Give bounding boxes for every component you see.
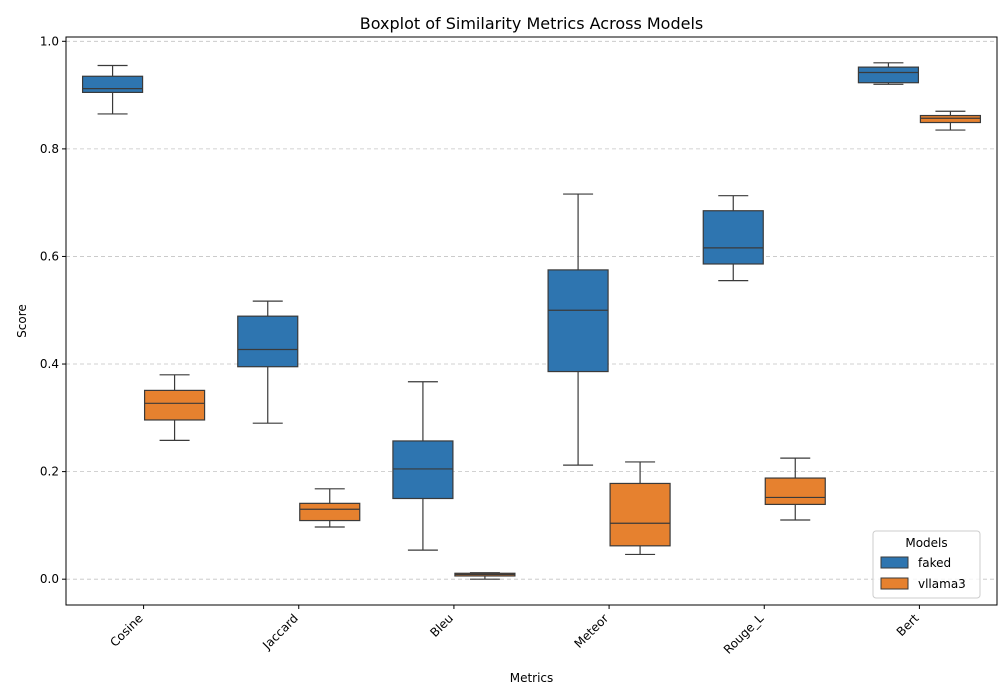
y-axis-ticks: 0.0 0.2 0.4 0.6 0.8 1.0: [40, 34, 66, 586]
x-tick-label: Jaccard: [259, 611, 301, 653]
legend-swatch-vllama3: [880, 577, 909, 590]
x-tick-label: Cosine: [107, 611, 145, 649]
box-vllama3-rouge_l: [764, 457, 826, 521]
box-faked-meteor: [547, 193, 609, 466]
box-body: [299, 502, 361, 522]
y-tick-label: 1.0: [40, 34, 59, 48]
plot-area-frame: [65, 36, 998, 606]
box-faked-bleu: [392, 381, 454, 551]
box-body: [919, 114, 982, 124]
box-body: [237, 315, 299, 368]
box-faked-rouge_l: [702, 195, 764, 282]
box-body: [857, 66, 920, 84]
box-faked-jaccard: [237, 300, 299, 424]
x-axis-label: Metrics: [510, 671, 554, 685]
grid-lines: [66, 40, 997, 580]
y-tick-label: 0.4: [40, 357, 59, 371]
x-axis-ticks: Cosine Jaccard Bleu Meteor Rouge_L Bert: [107, 605, 922, 657]
y-tick-label: 0.2: [40, 465, 59, 479]
box-faked-cosine: [81, 64, 144, 115]
legend-title: Models: [905, 536, 947, 550]
box-body: [547, 269, 609, 373]
chart-title: Boxplot of Similarity Metrics Across Mod…: [360, 14, 704, 33]
box-vllama3-meteor: [609, 461, 671, 556]
y-tick-label: 0.8: [40, 142, 59, 156]
box-body: [392, 440, 454, 500]
x-tick-label: Rouge_L: [721, 611, 767, 657]
box-vllama3-cosine: [143, 374, 206, 442]
box-vllama3-bleu: [454, 572, 516, 580]
x-tick-label: Meteor: [572, 611, 612, 651]
legend-items: faked vllama3: [880, 556, 966, 591]
legend-swatch-faked: [880, 556, 909, 569]
x-tick-label: Bert: [894, 611, 922, 639]
x-tick-label: Bleu: [427, 611, 456, 640]
box-body: [143, 389, 206, 421]
box-body: [81, 75, 144, 94]
box-body: [609, 482, 671, 547]
legend-label-vllama3: vllama3: [918, 577, 966, 591]
y-axis-label: Score: [15, 304, 29, 338]
box-body: [702, 210, 764, 265]
y-tick-label: 0.6: [40, 249, 59, 263]
box-body: [764, 477, 826, 506]
legend-label-faked: faked: [918, 556, 951, 570]
box-groups: [81, 62, 982, 580]
y-tick-label: 0.0: [40, 572, 59, 586]
legend: Models faked vllama3: [872, 530, 981, 599]
box-vllama3-jaccard: [299, 488, 361, 528]
box-vllama3-bert: [919, 110, 982, 131]
box-faked-bert: [857, 62, 920, 85]
